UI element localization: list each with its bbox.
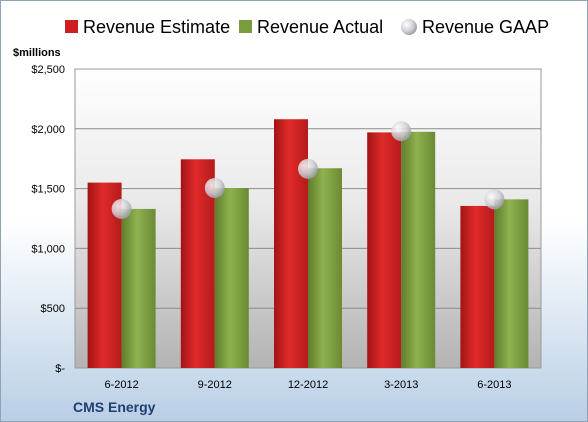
bar-revenue-actual — [121, 208, 156, 368]
bar-revenue-actual — [308, 168, 342, 368]
legend-item-actual: Revenue Actual — [239, 17, 383, 37]
bar-revenue-actual — [214, 188, 249, 368]
y-tick-label: $1,500 — [31, 184, 65, 196]
y-tick-label: $- — [55, 363, 65, 375]
y-tick-label: $1,000 — [31, 243, 65, 255]
legend-label-actual: Revenue Actual — [257, 17, 383, 37]
y-tick-label: $2,500 — [31, 64, 65, 76]
x-tick-label: 3-2013 — [384, 379, 418, 391]
legend-label-gaap: Revenue GAAP — [422, 17, 549, 37]
legend-swatch-gaap — [401, 19, 417, 35]
legend-swatch-estimate — [65, 20, 78, 33]
y-axis-unit-label: $millions — [13, 47, 61, 59]
company-name: CMS Energy — [73, 399, 156, 415]
marker-revenue-gaap — [391, 121, 412, 142]
y-tick-label: $2,000 — [31, 124, 65, 136]
marker-revenue-gaap — [298, 158, 318, 179]
bar-revenue-actual — [401, 131, 436, 368]
marker-revenue-gaap — [204, 178, 225, 199]
bar-revenue-actual — [494, 199, 529, 368]
marker-revenue-gaap — [484, 189, 505, 210]
bar-revenue-estimate — [460, 205, 495, 368]
x-tick-label: 9-2012 — [198, 379, 232, 391]
bar-revenue-estimate — [367, 132, 402, 368]
legend: Revenue Estimate Revenue Actual Revenue … — [65, 17, 549, 37]
y-tick-label: $500 — [41, 303, 65, 315]
legend-label-estimate: Revenue Estimate — [83, 17, 230, 37]
bar-revenue-estimate — [274, 119, 308, 369]
y-axis: $- $500 $1,000 $1,500 $2,000 $2,500 — [31, 64, 65, 375]
legend-item-gaap: Revenue GAAP — [401, 17, 549, 37]
legend-item-estimate: Revenue Estimate — [65, 17, 230, 37]
marker-revenue-gaap — [111, 198, 132, 219]
x-axis: 6-2012 9-2012 12-2012 3-2013 6-2013 — [104, 379, 511, 391]
legend-swatch-actual — [239, 20, 252, 33]
bars — [87, 119, 529, 369]
x-tick-label: 6-2012 — [104, 379, 138, 391]
gaap-markers — [111, 121, 505, 219]
x-tick-label: 12-2012 — [288, 379, 328, 391]
x-tick-label: 6-2013 — [477, 379, 511, 391]
